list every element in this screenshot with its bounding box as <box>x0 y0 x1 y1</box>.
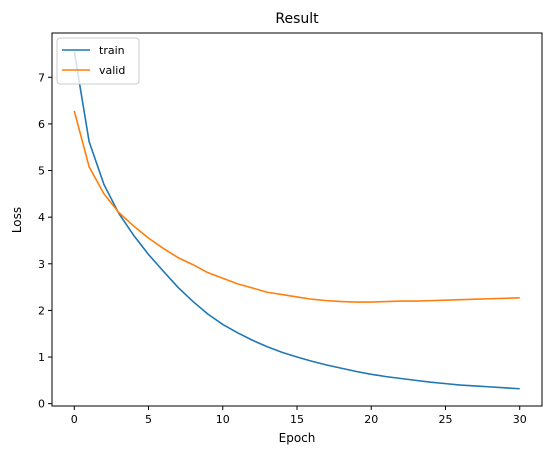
x-tick-label: 20 <box>364 413 378 426</box>
chart-title: Result <box>275 11 319 27</box>
y-tick-label: 4 <box>38 211 45 224</box>
legend-label-valid: valid <box>99 64 125 77</box>
y-tick-label: 1 <box>38 351 45 364</box>
x-tick-label: 15 <box>290 413 304 426</box>
y-tick-label: 2 <box>38 304 45 317</box>
series-line-train <box>73 51 520 390</box>
y-tick-label: 3 <box>38 258 45 271</box>
legend-box <box>56 37 140 85</box>
y-tick-label: 0 <box>38 398 45 411</box>
x-tick-label: 30 <box>513 413 527 426</box>
axis-ticks: 0 5 10 15 20 25 30 0 1 2 3 4 5 6 7 <box>38 71 527 426</box>
x-axis-label: Epoch <box>279 431 316 445</box>
y-tick-label: 5 <box>38 165 45 178</box>
legend-label-train: train <box>99 44 125 57</box>
x-tick-label: 5 <box>145 413 152 426</box>
x-tick-label: 0 <box>71 413 78 426</box>
legend: train valid <box>56 37 140 85</box>
y-tick-label: 7 <box>38 71 45 84</box>
y-tick-label: 6 <box>38 118 45 131</box>
y-axis-label: Loss <box>10 207 24 233</box>
x-tick-label: 25 <box>438 413 452 426</box>
plot-frame <box>51 32 543 407</box>
series-lines <box>73 51 520 390</box>
x-tick-label: 10 <box>216 413 230 426</box>
series-line-valid <box>73 110 520 303</box>
